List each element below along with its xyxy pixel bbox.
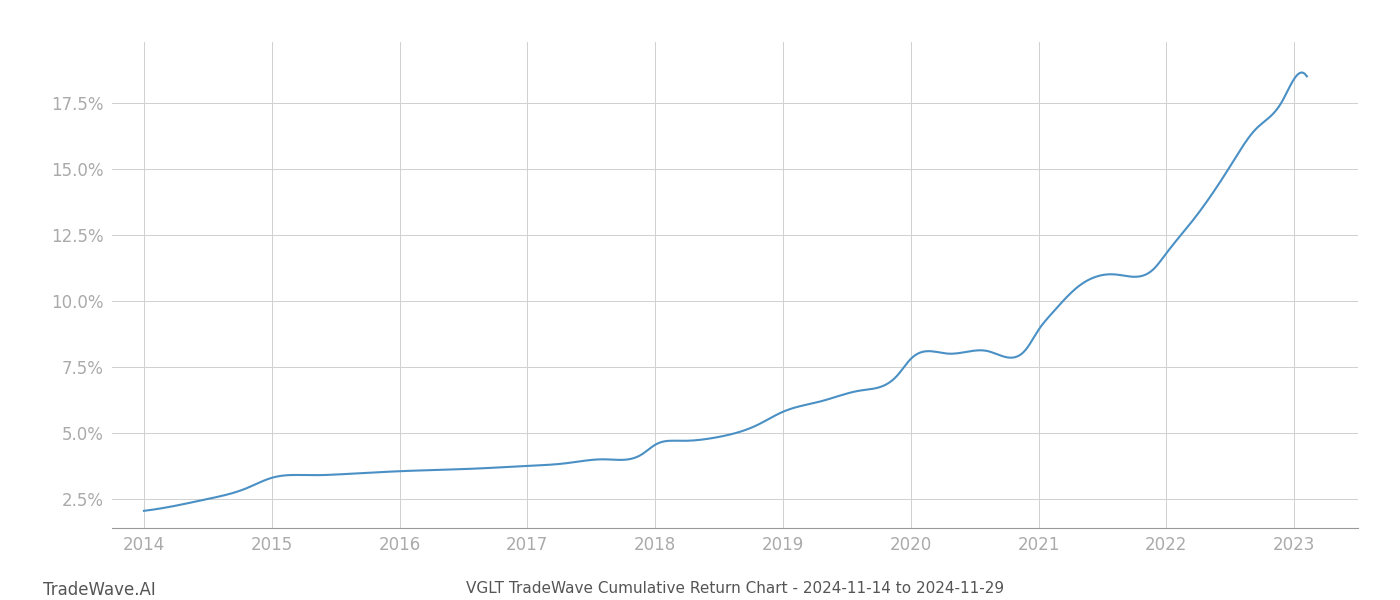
Text: TradeWave.AI: TradeWave.AI [43, 581, 157, 599]
Text: VGLT TradeWave Cumulative Return Chart - 2024-11-14 to 2024-11-29: VGLT TradeWave Cumulative Return Chart -… [466, 581, 1004, 596]
